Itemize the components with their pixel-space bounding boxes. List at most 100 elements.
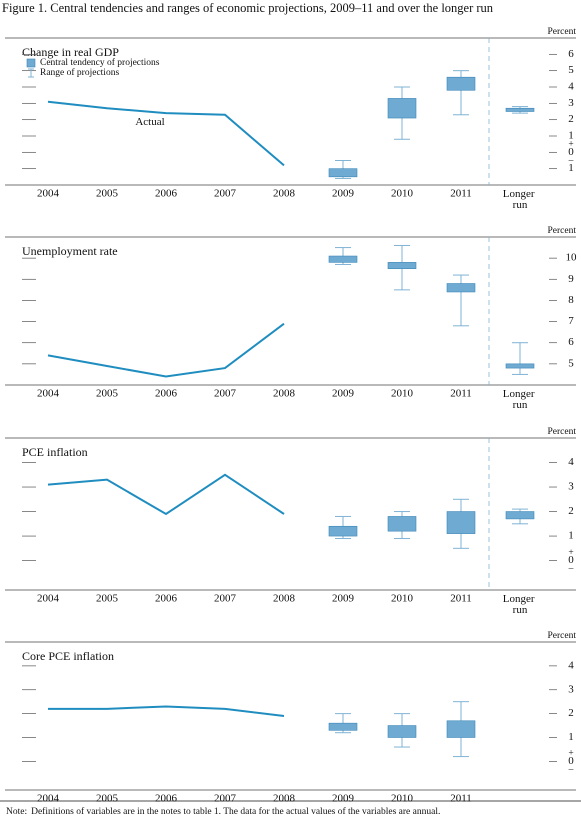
x-tick-label: 2007	[214, 188, 237, 200]
unit-label: Percent	[548, 226, 577, 236]
y-tick-label: 1	[568, 530, 574, 542]
central-tendency-box	[446, 283, 476, 293]
y-tick-label: 8	[568, 294, 574, 306]
x-tick-label: 2011	[450, 593, 472, 605]
unit-label: Percent	[548, 631, 577, 641]
x-tick-label: 2004	[37, 793, 60, 805]
zero-sign: –	[568, 156, 574, 166]
x-tick-label: 2009	[332, 793, 355, 805]
central-tendency-box	[505, 363, 535, 369]
x-tick-label: 2006	[155, 388, 178, 400]
panel-title: Unemployment rate	[22, 244, 118, 258]
x-tick-label: 2008	[273, 188, 296, 200]
x-tick-label: 2009	[332, 388, 355, 400]
legend-label: Range of projections	[40, 67, 119, 78]
y-tick-label: 6	[568, 48, 574, 60]
y-tick-label: 0	[568, 554, 574, 566]
x-tick-label-line: Longer	[503, 388, 538, 400]
actual-line	[47, 322, 285, 378]
panel-title: PCE inflation	[22, 445, 88, 459]
y-tick-label: 1	[568, 731, 574, 743]
y-tick-label: 4	[568, 456, 574, 468]
central-tendency-box	[387, 725, 417, 738]
x-tick-label: 2005	[96, 388, 119, 400]
x-tick-label-line: run	[513, 604, 528, 616]
x-tick-label-line: Longer	[503, 593, 538, 605]
note-label: Note:	[6, 807, 27, 817]
central-tendency-box	[446, 76, 476, 91]
panel-title: Change in real GDP	[22, 45, 119, 59]
y-tick-label: 2	[568, 707, 574, 719]
x-tick-label: 2005	[96, 593, 119, 605]
x-tick-label-line: run	[513, 199, 528, 211]
central-tendency-box	[328, 168, 358, 178]
x-tick-label: Longer run	[503, 388, 538, 411]
y-tick-label: 3	[568, 683, 574, 695]
y-tick-label: 7	[568, 315, 574, 327]
x-tick-label: 2008	[273, 793, 296, 805]
unit-label: Percent	[548, 27, 577, 37]
y-tick-label: 9	[568, 273, 574, 285]
zero-sign: +	[568, 140, 573, 150]
zero-sign: –	[568, 564, 574, 574]
x-tick-label: 2006	[155, 188, 178, 200]
x-tick-label: 2011	[450, 388, 472, 400]
central-tendency-box	[328, 722, 358, 731]
y-tick-label: 5	[568, 357, 574, 369]
central-tendency-box	[387, 262, 417, 270]
y-tick-label: 3	[568, 481, 574, 493]
y-tick-label: 0	[568, 755, 574, 767]
x-tick-label-line: Longer	[503, 188, 538, 200]
actual-line	[47, 100, 285, 167]
x-tick-label: 2010	[391, 593, 414, 605]
central-tendency-box	[446, 720, 476, 738]
central-tendency-box	[387, 516, 417, 532]
central-tendency-box	[328, 525, 358, 537]
y-tick-label: 2	[568, 505, 574, 517]
y-tick-label: 10	[566, 252, 578, 264]
actual-line	[48, 705, 285, 717]
unit-label: Percent	[548, 427, 577, 437]
legend-label: Central tendency of projections	[40, 57, 160, 68]
y-tick-label: 4	[568, 81, 574, 93]
x-tick-label: 2007	[214, 793, 237, 805]
zero-sign: +	[568, 749, 573, 759]
x-tick-label: 2004	[37, 188, 60, 200]
y-tick-label: 1	[568, 130, 574, 142]
annotation: Actual	[135, 116, 164, 128]
x-tick-label: 2004	[37, 593, 60, 605]
legend-swatch	[26, 58, 36, 68]
central-tendency-box	[505, 107, 535, 112]
y-tick-label: 6	[568, 336, 574, 348]
y-tick-label: 4	[568, 659, 574, 671]
x-tick-label: 2007	[214, 388, 237, 400]
x-tick-label: 2010	[391, 793, 414, 805]
x-tick-label: 2011	[450, 793, 472, 805]
central-tendency-box	[446, 511, 476, 534]
x-tick-label: 2005	[96, 793, 119, 805]
x-tick-label: 2011	[450, 188, 472, 200]
y-tick-label: 0	[568, 146, 574, 158]
zero-sign: –	[568, 765, 574, 775]
central-tendency-box	[387, 98, 417, 119]
x-tick-label: 2005	[96, 188, 119, 200]
x-tick-label: 2010	[391, 188, 414, 200]
x-tick-label: 2008	[273, 388, 296, 400]
x-tick-label: Longer run	[503, 593, 538, 616]
x-tick-label: 2008	[273, 593, 296, 605]
zero-sign: +	[568, 548, 573, 558]
y-tick-label: 3	[568, 97, 574, 109]
x-tick-label: 2004	[37, 388, 60, 400]
x-tick-label: Longer run	[503, 188, 538, 211]
y-tick-label: 2	[568, 113, 574, 125]
central-tendency-box	[328, 255, 358, 263]
y-tick-label: 5	[568, 64, 574, 76]
panel-title: Core PCE inflation	[22, 649, 114, 663]
y-tick-label: 1	[568, 162, 574, 174]
central-tendency-box	[505, 511, 535, 520]
note-text: Definitions of variables are in the note…	[31, 806, 440, 817]
x-tick-label: 2010	[391, 388, 414, 400]
x-tick-label: 2006	[155, 593, 178, 605]
x-tick-label-line: run	[513, 399, 528, 411]
